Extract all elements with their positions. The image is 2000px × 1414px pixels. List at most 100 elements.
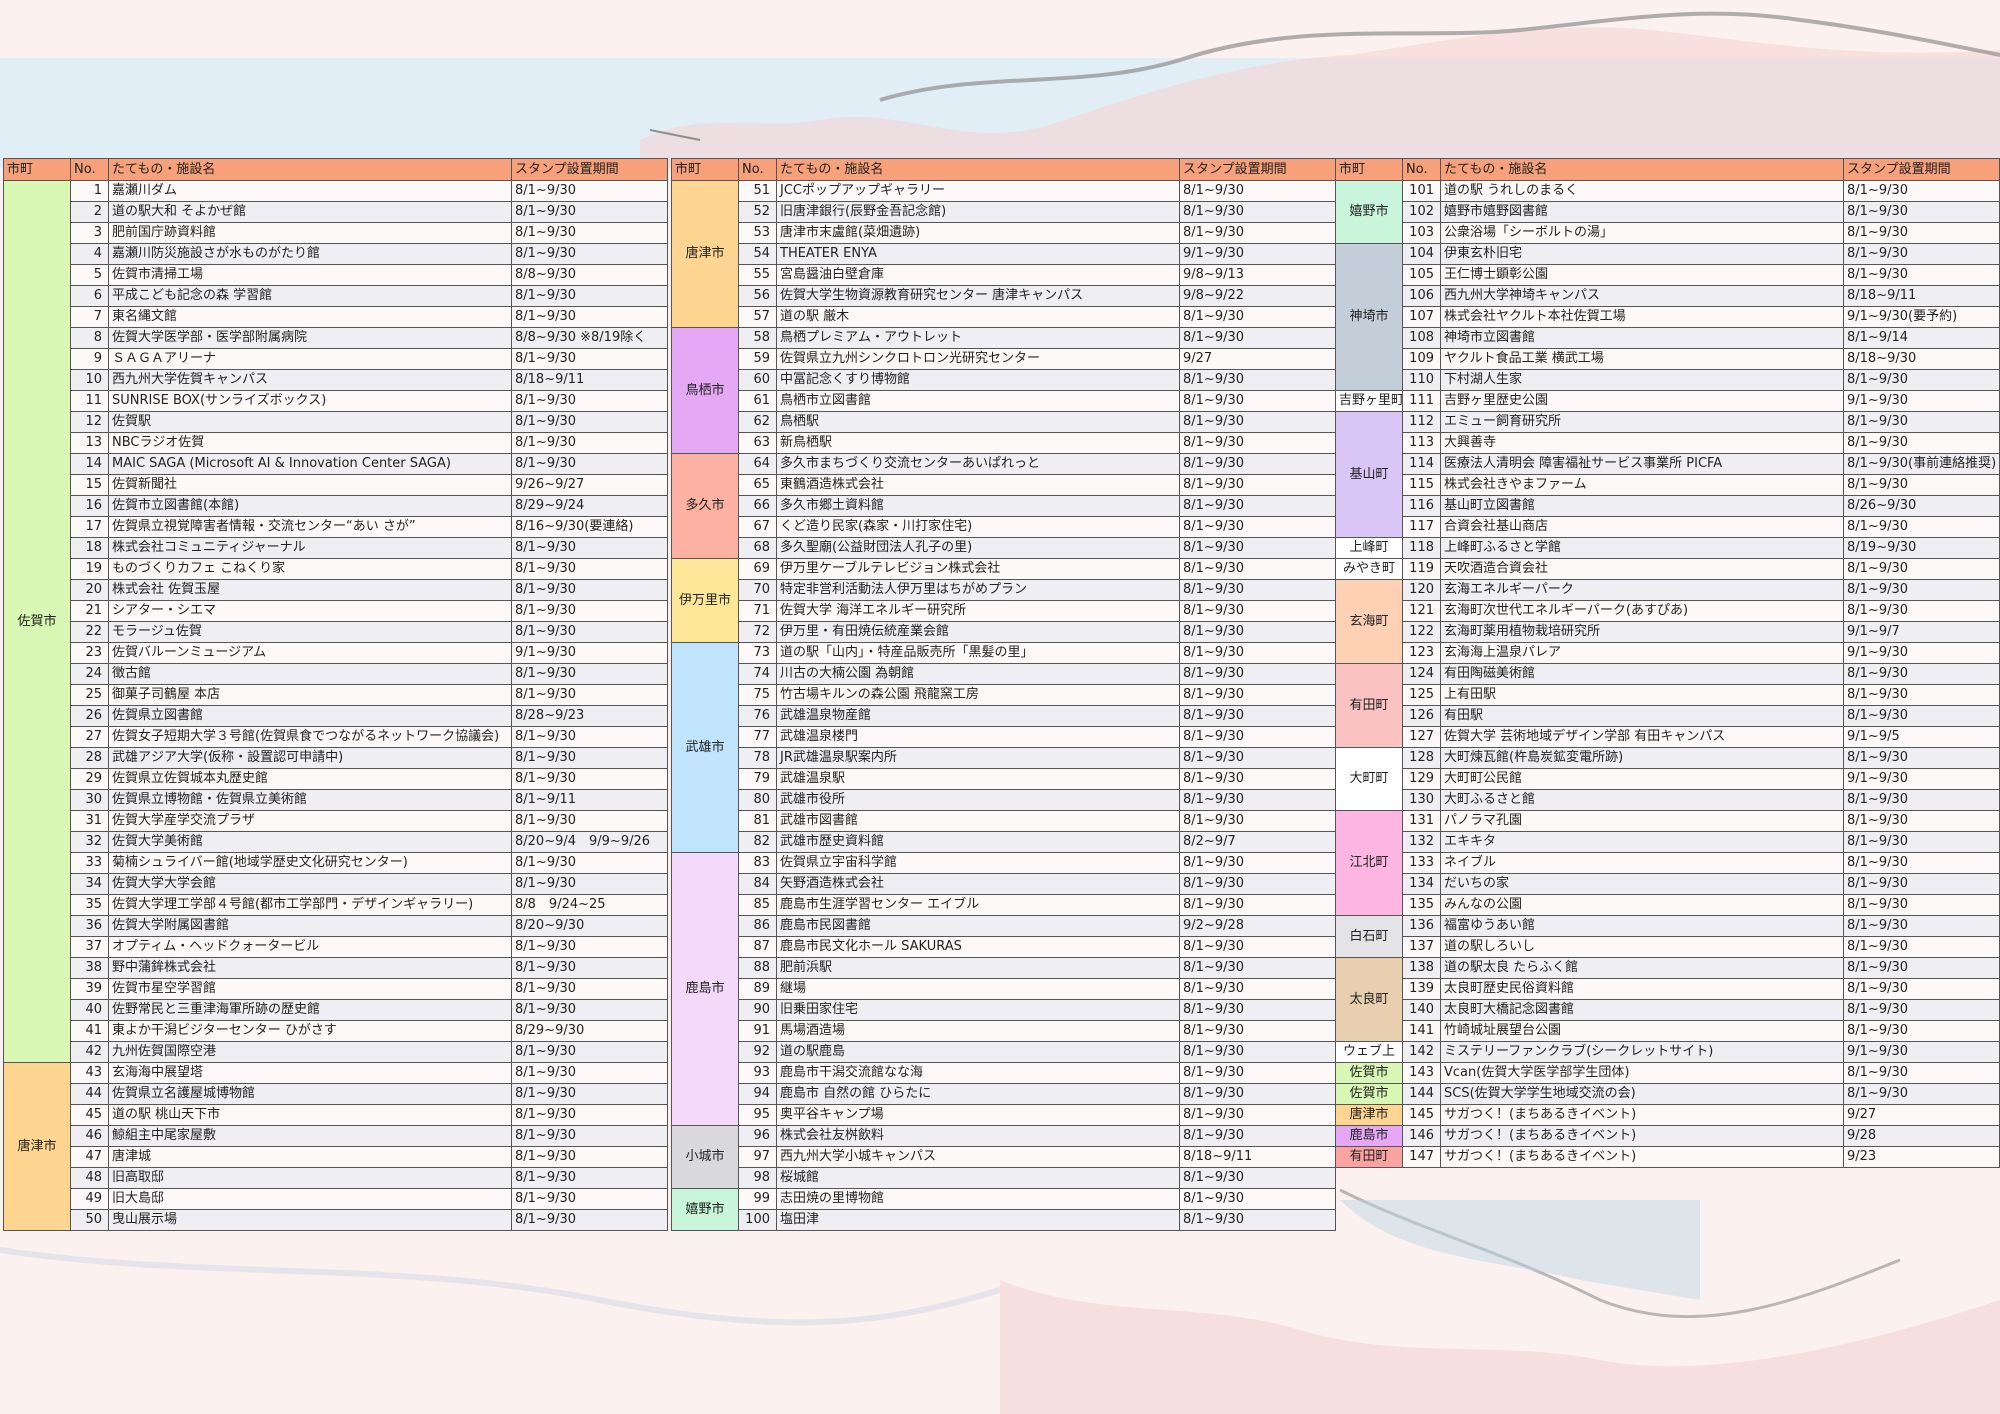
no-cell: 136 (1402, 915, 1441, 937)
table-row: 53 唐津市末盧館(菜畑遺跡) 8/1~9/30 (672, 222, 1336, 244)
no-cell: 84 (738, 873, 777, 895)
period-cell: 8/1~9/30 (1179, 411, 1336, 433)
no-cell: 92 (738, 1041, 777, 1063)
city-cell: 嬉野市 (1335, 180, 1403, 244)
facility-name-cell: 佐賀市清掃工場 (108, 264, 512, 286)
table-row: 114 医療法人清明会 障害福祉サービス事業所 PICFA 8/1~9/30(事前連… (1336, 453, 2000, 475)
no-cell: 23 (70, 642, 109, 664)
period-cell: 8/1~9/30 (1843, 1083, 2000, 1105)
period-cell: 8/1~9/30 (1179, 516, 1336, 538)
table-row: 3 肥前国庁跡資料館 8/1~9/30 (4, 222, 668, 244)
period-cell: 8/1~9/30 (1179, 978, 1336, 1000)
facility-name-cell: 佐賀女子短期大学３号館(佐賀県食でつながるネットワーク協議会) (108, 726, 512, 748)
col-header-period: スタンプ設置期間 (1843, 158, 2000, 181)
table-row: 72 伊万里・有田焼伝統産業会館 8/1~9/30 (672, 621, 1336, 643)
table-row: 41 東よか干潟ビジターセンター ひがさす 8/29~9/30 (4, 1020, 668, 1042)
no-cell: 8 (70, 327, 109, 349)
facility-name-cell: 西九州大学小城キャンパス (776, 1146, 1180, 1168)
stamp-table-2: 市町 No. たてもの・施設名 スタンプ設置期間 唐津市 51 JCCポップアップギ… (671, 158, 1336, 1231)
period-cell: 8/1~9/30 (511, 684, 668, 706)
facility-name-cell: 佐賀県立九州シンクロトロン光研究センター (776, 348, 1180, 370)
facility-name-cell: 矢野酒造株式会社 (776, 873, 1180, 895)
facility-name-cell: 佐賀県立宇宙科学館 (776, 852, 1180, 874)
no-cell: 93 (738, 1062, 777, 1084)
table-row: 35 佐賀大学理工学部４号館(都市工学部門・デザインギャラリー) 8/8 9/24~… (4, 894, 668, 916)
period-cell: 8/1~9/30 (1179, 810, 1336, 832)
facility-name-cell: 道の駅 桃山天下市 (108, 1104, 512, 1126)
no-cell: 60 (738, 369, 777, 391)
facility-name-cell: 竹古場キルンの森公園 飛龍窯工房 (776, 684, 1180, 706)
table-row: 59 佐賀県立九州シンクロトロン光研究センター 9/27 (672, 348, 1336, 370)
col-header-period: スタンプ設置期間 (1179, 158, 1336, 181)
table-row: 135 みんなの公園 8/1~9/30 (1336, 894, 2000, 916)
no-cell: 141 (1402, 1020, 1441, 1042)
no-cell: 129 (1402, 768, 1441, 790)
table-row: 38 野中蒲鉾株式会社 8/1~9/30 (4, 957, 668, 979)
table-row: 4 嘉瀬川防災施設さが水ものがたり館 8/1~9/30 (4, 243, 668, 265)
table-row: 62 鳥栖駅 8/1~9/30 (672, 411, 1336, 433)
period-cell: 8/1~9/30 (511, 306, 668, 328)
period-cell: 8/1~9/30 (511, 243, 668, 265)
period-cell: 8/1~9/30 (1843, 1062, 2000, 1084)
table-row: 84 矢野酒造株式会社 8/1~9/30 (672, 873, 1336, 895)
facility-name-cell: 鹿島市生涯学習センター エイブル (776, 894, 1180, 916)
period-cell: 8/1~9/11 (511, 789, 668, 811)
facility-name-cell: 佐賀県立佐賀城本丸歴史館 (108, 768, 512, 790)
table-row: 113 大興善寺 8/1~9/30 (1336, 432, 2000, 454)
table-row: 34 佐賀大学大学会館 8/1~9/30 (4, 873, 668, 895)
table-row: 嬉野市 99 志田焼の里博物館 8/1~9/30 (671, 1188, 1336, 1231)
period-cell: 8/8~9/30 ※8/19除く (511, 327, 668, 349)
facility-name-cell: 佐賀大学産学交流プラザ (108, 810, 512, 832)
no-cell: 85 (738, 894, 777, 916)
period-cell: 8/1~9/30 (1843, 663, 2000, 685)
table-row: 鳥栖市 58 鳥栖プレミアム・アウトレット 8/1~9/30 (671, 327, 1336, 454)
facility-name-cell: 唐津市末盧館(菜畑遺跡) (776, 222, 1180, 244)
no-cell: 118 (1402, 537, 1441, 559)
facility-name-cell: 大町ふるさと館 (1440, 789, 1844, 811)
table-row: 78 JR武雄温泉駅案内所 8/1~9/30 (672, 747, 1336, 769)
no-cell: 87 (738, 936, 777, 958)
table-row: 139 太良町歴史民俗資料館 8/1~9/30 (1336, 978, 2000, 1000)
period-cell: 8/26~9/30 (1843, 495, 2000, 517)
period-cell: 8/1~9/30 (511, 1188, 668, 1210)
table-row: 佐賀市 1 嘉瀬川ダム 8/1~9/30 (3, 180, 668, 1063)
no-cell: 134 (1402, 873, 1441, 895)
no-cell: 83 (738, 852, 777, 874)
table-row: 79 武雄温泉駅 8/1~9/30 (672, 768, 1336, 790)
city-cell: 佐賀市 (3, 180, 71, 1063)
table-row: 66 多久市郷土資料館 8/1~9/30 (672, 495, 1336, 517)
no-cell: 96 (738, 1125, 777, 1147)
facility-name-cell: 福富ゆうあい館 (1440, 915, 1844, 937)
period-cell: 8/1~9/30 (511, 1146, 668, 1168)
table-row: 77 武雄温泉楼門 8/1~9/30 (672, 726, 1336, 748)
no-cell: 111 (1402, 390, 1441, 412)
no-cell: 140 (1402, 999, 1441, 1021)
period-cell: 8/1~9/30 (1179, 474, 1336, 496)
facility-name-cell: 道の駅 うれしのまるく (1440, 180, 1844, 202)
table-row: 125 上有田駅 8/1~9/30 (1336, 684, 2000, 706)
no-cell: 19 (70, 558, 109, 580)
period-cell: 8/1~9/30 (511, 432, 668, 454)
period-cell: 9/1~9/5 (1843, 726, 2000, 748)
period-cell: 8/1~9/30 (1843, 936, 2000, 958)
facility-name-cell: MAIC SAGA (Microsoft AI & Innovation Cen… (108, 453, 512, 475)
table-row: 16 佐賀市立図書館(本館) 8/29~9/24 (4, 495, 668, 517)
table-row: 67 くど造り民家(森家・川打家住宅) 8/1~9/30 (672, 516, 1336, 538)
facility-name-cell: 道の駅大和 そよかぜ館 (108, 201, 512, 223)
period-cell: 8/1~9/30 (1843, 180, 2000, 202)
period-cell: 8/1~9/30 (1843, 915, 2000, 937)
no-cell: 106 (1402, 285, 1441, 307)
facility-name-cell: 嬉野市嬉野図書館 (1440, 201, 1844, 223)
period-cell: 8/1~9/30 (1179, 768, 1336, 790)
city-cell: 多久市 (671, 453, 739, 559)
no-cell: 144 (1402, 1083, 1441, 1105)
city-cell: 小城市 (671, 1125, 739, 1189)
table-row: 121 玄海町次世代エネルギーパーク(あすぴあ) 8/1~9/30 (1336, 600, 2000, 622)
no-cell: 25 (70, 684, 109, 706)
no-cell: 137 (1402, 936, 1441, 958)
period-cell: 8/1~9/30 (511, 978, 668, 1000)
table-row: 141 竹崎城址展望台公園 8/1~9/30 (1336, 1020, 2000, 1042)
table-row: 小城市 96 株式会社友桝飲料 8/1~9/30 (671, 1125, 1336, 1189)
city-cell: みやき町 (1335, 558, 1403, 580)
col-header-city: 市町 (671, 158, 739, 181)
